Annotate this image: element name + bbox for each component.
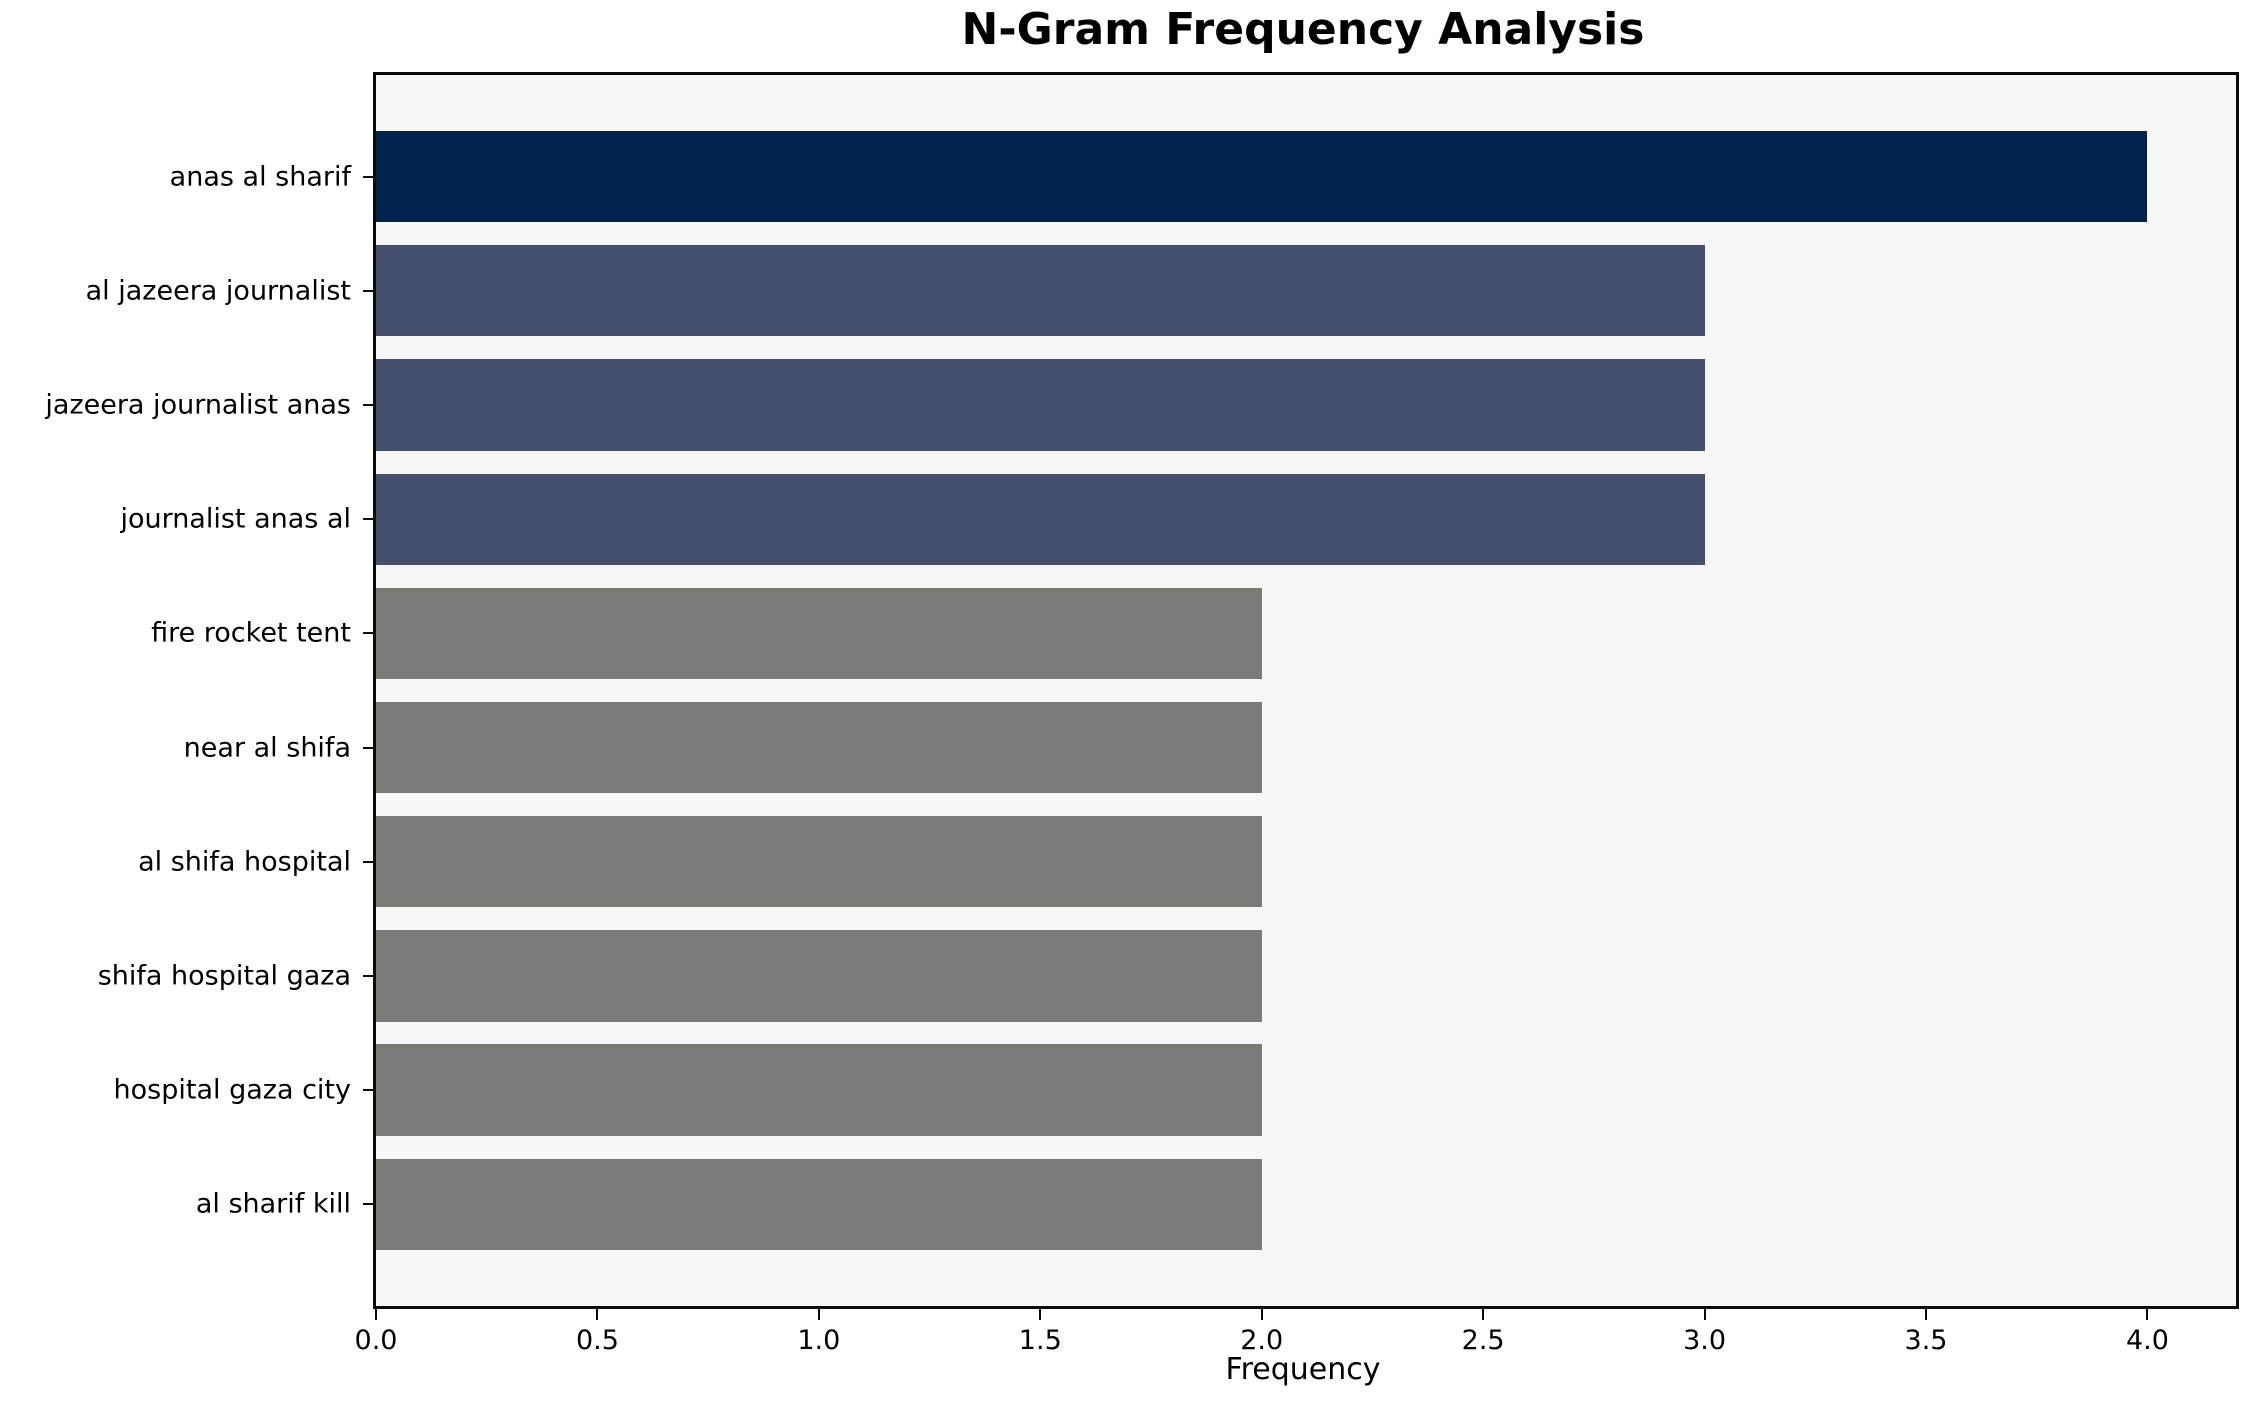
bar-al-sharif-kill	[376, 1158, 1262, 1251]
x-tick-mark	[596, 1309, 599, 1320]
bar-al-shifa-hospital	[376, 816, 1262, 908]
y-tick-label: anas al sharif	[169, 161, 351, 193]
x-tick-mark	[1925, 1309, 1927, 1320]
bar-al-jazeera-journalist	[376, 245, 1705, 337]
chart-title: N-Gram Frequency Analysis	[961, 4, 1645, 55]
x-tick-label: 1.0	[797, 1325, 841, 1356]
x-tick-mark	[1482, 1309, 1485, 1320]
y-tick-mark	[363, 860, 373, 863]
y-tick-mark	[363, 746, 373, 749]
bar-journalist-anas-al	[376, 473, 1705, 565]
x-tick-mark	[1703, 1309, 1706, 1320]
x-tick-label: 1.5	[1018, 1325, 1062, 1356]
y-tick-mark	[363, 289, 373, 292]
bar-anas-al-sharif	[376, 130, 2148, 223]
y-tick-label: shifa hospital gaza	[97, 960, 351, 992]
y-tick-mark	[363, 632, 373, 635]
x-tick-label: 0.0	[354, 1325, 398, 1356]
y-tick-label: fire rocket tent	[151, 617, 351, 649]
y-tick-label: journalist anas al	[120, 503, 351, 535]
bar-near-al-shifa	[376, 701, 1262, 794]
bar-hospital-gaza-city	[376, 1044, 1262, 1136]
x-tick-label: 2.5	[1461, 1325, 1505, 1356]
x-tick-mark	[2146, 1309, 2149, 1320]
bar-shifa-hospital-gaza	[376, 930, 1262, 1022]
bar-jazeera-journalist-anas	[376, 359, 1705, 451]
y-tick-mark	[363, 404, 373, 407]
x-tick-label: 3.5	[1904, 1325, 1948, 1356]
x-tick-mark	[1260, 1309, 1263, 1320]
x-tick-label: 0.5	[575, 1325, 619, 1356]
x-axis-title: Frequency	[1225, 1352, 1381, 1387]
y-tick-mark	[363, 175, 373, 178]
y-tick-mark	[363, 1089, 373, 1092]
x-tick-label: 4.0	[2125, 1325, 2169, 1356]
y-tick-mark	[363, 518, 373, 521]
bar-fire-rocket-tent	[376, 587, 1262, 680]
y-tick-label: near al shifa	[183, 732, 351, 764]
y-tick-label: jazeera journalist anas	[45, 389, 351, 421]
y-tick-label: al sharif kill	[195, 1188, 351, 1220]
y-tick-label: hospital gaza city	[113, 1074, 351, 1106]
y-tick-mark	[363, 974, 373, 977]
x-tick-label: 2.0	[1240, 1325, 1284, 1356]
x-tick-mark	[1039, 1309, 1042, 1320]
y-tick-label: al jazeera journalist	[85, 275, 351, 307]
x-tick-mark	[375, 1309, 377, 1320]
x-tick-label: 3.0	[1683, 1325, 1727, 1356]
y-tick-label: al shifa hospital	[138, 846, 351, 878]
plot-area	[373, 72, 2239, 1309]
y-tick-mark	[363, 1203, 373, 1206]
x-tick-mark	[817, 1309, 820, 1320]
